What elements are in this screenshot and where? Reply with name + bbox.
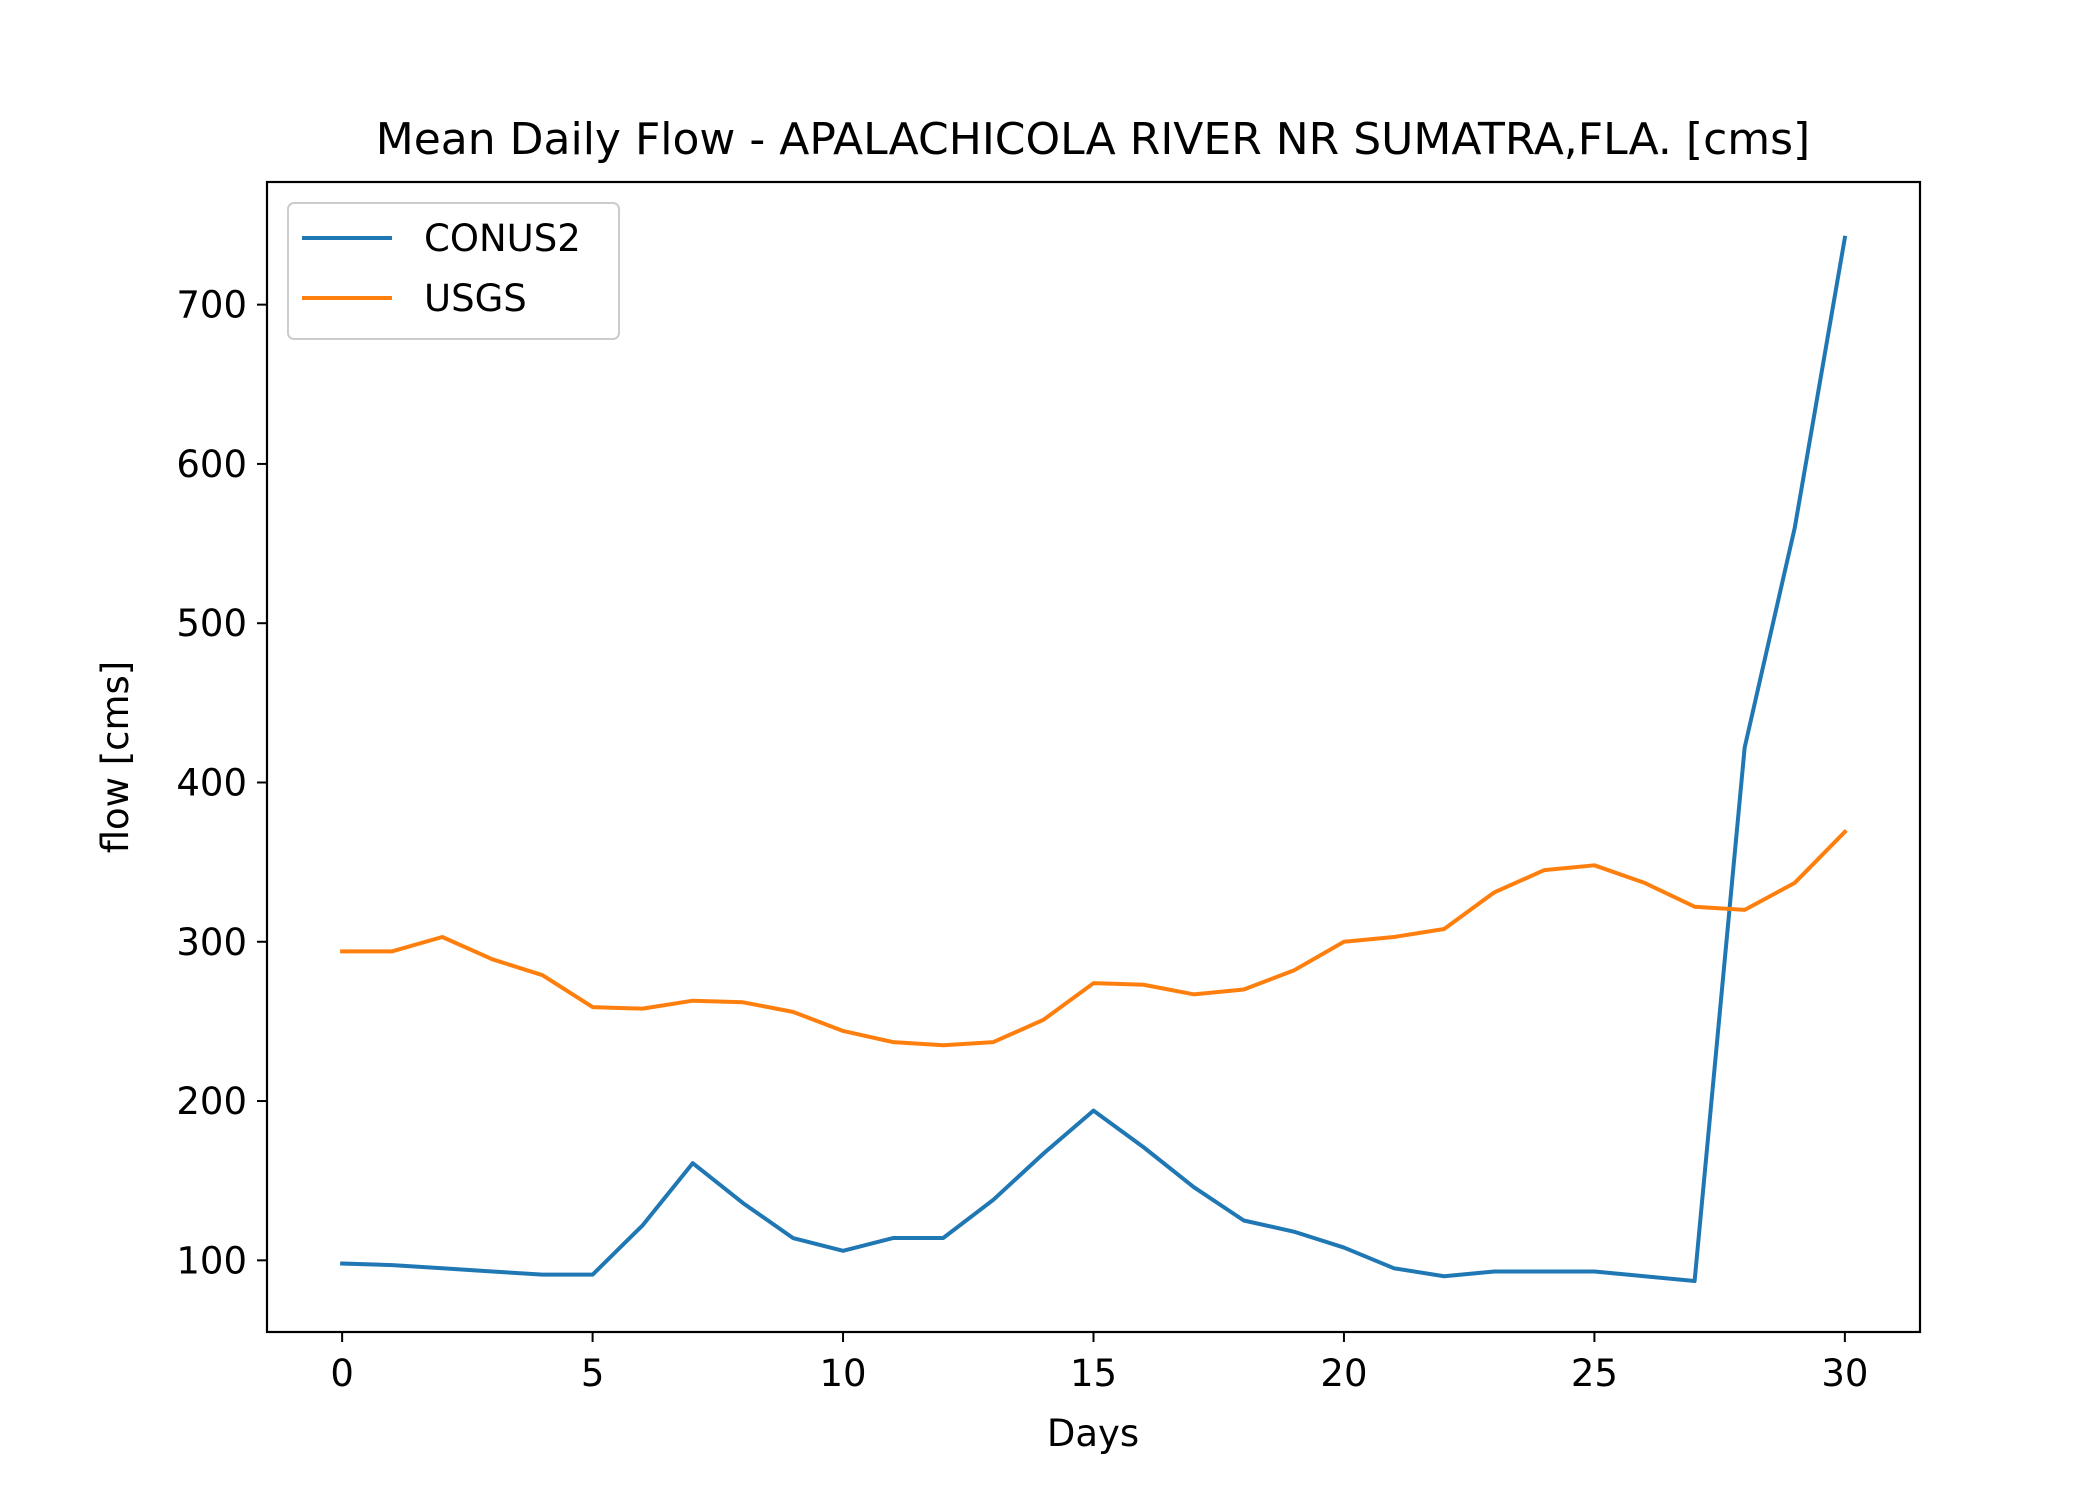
y-tick-label: 700	[176, 284, 247, 327]
x-tick-label: 10	[819, 1352, 866, 1395]
x-tick-label: 5	[581, 1352, 605, 1395]
y-tick-label: 600	[176, 443, 247, 486]
legend-label-conus2: CONUS2	[424, 217, 581, 260]
series-layer	[340, 235, 1848, 1284]
legend: CONUS2 USGS	[287, 202, 620, 340]
legend-label-usgs: USGS	[424, 277, 527, 320]
y-tick-label: 200	[176, 1080, 247, 1123]
y-tick-label: 300	[176, 921, 247, 964]
series-line-conus2	[340, 235, 1848, 1284]
x-tick-label: 20	[1320, 1352, 1367, 1395]
y-axis: 100 200 300 400 500 600 700	[176, 284, 267, 1282]
series-line-usgs	[340, 829, 1848, 1048]
x-tick-label: 25	[1571, 1352, 1618, 1395]
chart-title: Mean Daily Flow - APALACHICOLA RIVER NR …	[376, 114, 1810, 165]
y-tick-label: 100	[176, 1239, 247, 1282]
y-tick-label: 400	[176, 761, 247, 804]
y-axis-label: flow [cms]	[94, 661, 137, 854]
x-axis-label: Days	[1047, 1412, 1139, 1455]
x-axis: 0 5 10 15 20 25 30	[330, 1332, 1868, 1395]
y-tick-label: 500	[176, 602, 247, 645]
x-tick-label: 30	[1821, 1352, 1868, 1395]
x-tick-label: 15	[1070, 1352, 1117, 1395]
x-tick-label: 0	[330, 1352, 354, 1395]
